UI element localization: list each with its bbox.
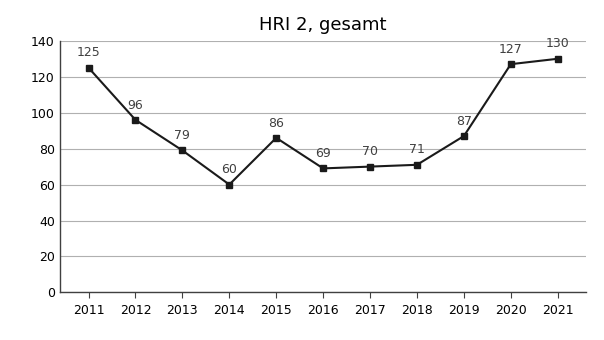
Text: 60: 60	[222, 163, 237, 176]
Text: 127: 127	[499, 43, 522, 56]
Text: 130: 130	[546, 37, 570, 50]
Text: 70: 70	[362, 145, 378, 158]
Text: 71: 71	[409, 143, 425, 156]
Text: 87: 87	[456, 115, 472, 128]
Title: HRI 2, gesamt: HRI 2, gesamt	[259, 16, 387, 34]
Text: 125: 125	[77, 47, 100, 60]
Text: 96: 96	[127, 99, 143, 112]
Text: 79: 79	[175, 129, 190, 142]
Text: 69: 69	[315, 147, 331, 160]
Text: 86: 86	[268, 117, 284, 130]
